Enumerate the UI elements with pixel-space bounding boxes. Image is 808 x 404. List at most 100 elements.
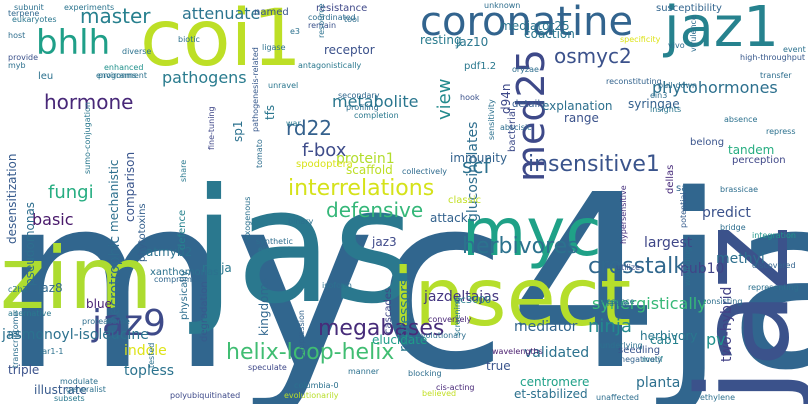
cloud-word: secondary	[338, 91, 380, 100]
cloud-word: interrelations	[288, 176, 435, 201]
cloud-word: defensive	[326, 198, 424, 222]
cloud-word: myc	[462, 194, 602, 271]
cloud-word: alternative	[8, 309, 52, 318]
cloud-word: jas	[192, 155, 416, 339]
cloud-word: attack	[430, 211, 468, 225]
cloud-word: sa	[676, 183, 688, 194]
cloud-word: integration	[752, 231, 796, 240]
cloud-word: oryzae	[512, 65, 539, 74]
cloud-word: validated	[524, 345, 590, 361]
cloud-word: antagonistically	[298, 61, 362, 70]
cloud-word: synergistically	[592, 294, 707, 313]
cloud-word: transfer	[760, 71, 792, 80]
cloud-word: master	[80, 4, 151, 28]
cloud-word: pathogens	[162, 68, 247, 87]
cloud-word: hook	[460, 93, 480, 102]
cloud-word: mechanistic	[107, 159, 121, 232]
cloud-word: tandem	[728, 143, 775, 157]
cloud-word: bridge	[720, 223, 746, 232]
cloud-word: dc3000	[454, 295, 492, 306]
cloud-word: pathogenesis-related	[251, 47, 260, 132]
cloud-word: jaz3	[372, 235, 397, 249]
cloud-word: glucosinolates	[465, 121, 481, 222]
cloud-word: wavelengths	[492, 347, 543, 356]
cloud-word: scf	[462, 154, 491, 178]
cloud-word: ligase	[262, 43, 286, 52]
cloud-word: eukaryotes	[12, 15, 57, 24]
cloud-word: topless	[124, 363, 175, 379]
cloud-word: spodoptera	[296, 159, 353, 170]
cloud-word: speculate	[248, 363, 287, 372]
cloud-word: sensitivity	[487, 99, 496, 140]
cloud-word: biotic	[178, 35, 200, 44]
cloud-word: classic	[448, 195, 482, 206]
cloud-word: virulence	[689, 15, 698, 52]
cloud-word: triple	[8, 363, 40, 377]
cloud-word: negatively	[620, 355, 662, 364]
cloud-word: isoform	[322, 281, 352, 290]
cloud-word: view	[434, 78, 455, 120]
cloud-word: defence	[177, 209, 188, 250]
cloud-word: host	[8, 31, 26, 40]
cloud-word: subsets	[54, 394, 85, 403]
cloud-word: immunity	[450, 151, 508, 165]
cloud-word: native	[604, 299, 629, 308]
cloud-word: herbivores	[462, 234, 579, 259]
cloud-word: suppression	[297, 310, 306, 358]
cloud-word: manner	[348, 367, 380, 376]
cloud-word: fungi	[48, 182, 94, 203]
cloud-word: f-box	[302, 140, 347, 161]
cloud-word: coaction	[524, 27, 575, 41]
cloud-word: comparison	[123, 151, 137, 222]
cloud-word: indole	[124, 343, 167, 359]
cloud-word: transcriptome	[11, 311, 20, 368]
cloud-word: pv	[706, 330, 726, 349]
cloud-word: share	[179, 159, 188, 182]
cloud-word: hormone	[44, 90, 134, 114]
cloud-word: ninja	[588, 316, 632, 337]
cloud-word: insensitive1	[528, 152, 660, 177]
cloud-word: polyubiquitinated	[170, 391, 241, 400]
cloud-word: modulate	[60, 377, 99, 386]
cloud-word: pst	[8, 329, 21, 338]
cloud-word: jazdeltajas	[424, 289, 500, 305]
cloud-word: synthetic	[256, 237, 293, 246]
cloud-word: susceptibility	[656, 3, 722, 14]
cloud-word: consisting	[702, 297, 743, 306]
cloud-word: diverse	[122, 47, 152, 56]
cloud-word: wounding	[683, 246, 692, 286]
cloud-word: planta	[636, 375, 681, 391]
cloud-word: largest	[644, 235, 693, 251]
cloud-word: mediator25	[500, 19, 570, 33]
cloud-word: ethylene	[700, 393, 735, 402]
cloud-word: cis-acting	[436, 383, 475, 392]
cloud-word: evolutionary	[416, 331, 467, 340]
cloud-word: specificity	[620, 35, 661, 44]
cloud-word: seedling	[618, 345, 661, 356]
cloud-word: range	[564, 111, 599, 125]
cloud-word: profiling	[346, 103, 379, 112]
cloud-word: sumo-conjugation	[83, 102, 92, 174]
cloud-word: atmyb2	[146, 245, 193, 259]
cloud-word: pseudomonas	[23, 201, 37, 286]
cloud-word: jasmonoyl-isoleucine	[2, 327, 149, 343]
cloud-word: bhlh	[36, 23, 111, 63]
cloud-word: fine-tuning	[207, 106, 216, 150]
cloud-word: scaffold	[346, 163, 393, 177]
cloud-word: proteasome	[82, 317, 130, 326]
cloud-word: hypersensitive	[619, 185, 628, 244]
cloud-word: crosstalk	[588, 254, 687, 279]
cloud-word: pull-down	[658, 81, 698, 90]
cloud-word: brassicae	[720, 185, 759, 194]
cloud-word: columbia-0	[294, 381, 339, 390]
cloud-word: insights	[650, 105, 682, 114]
cloud-word: coordinated	[308, 13, 356, 22]
cloud-word: megabases	[318, 316, 445, 341]
cloud-word: programs	[98, 71, 137, 80]
cloud-word: cab1	[650, 333, 680, 347]
cloud-word: tool	[344, 15, 360, 24]
cloud-word: osmyc2	[554, 44, 632, 68]
cloud-word: mediator	[514, 319, 578, 335]
cloud-word: zim	[0, 229, 153, 329]
cloud-word: coi1	[140, 0, 302, 84]
